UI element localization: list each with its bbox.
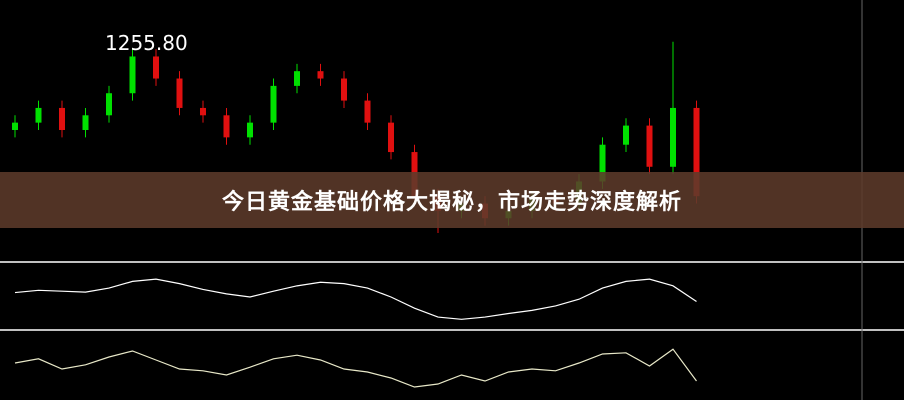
candle-body bbox=[59, 107, 65, 130]
candle-body bbox=[176, 78, 183, 108]
candle-body bbox=[200, 107, 206, 116]
candle-body bbox=[35, 107, 42, 123]
candle-body bbox=[388, 122, 394, 153]
candle-body bbox=[364, 100, 371, 123]
candle-body bbox=[317, 71, 324, 79]
candle-body bbox=[12, 122, 18, 130]
candle-body bbox=[646, 125, 653, 167]
candle-body bbox=[623, 125, 629, 145]
candle-body bbox=[82, 115, 89, 130]
candle-body bbox=[106, 93, 112, 116]
candle-body bbox=[341, 78, 347, 101]
indicator-line bbox=[14, 278, 697, 320]
candle-body bbox=[129, 56, 136, 94]
candle-body bbox=[223, 115, 230, 138]
candle-body bbox=[270, 85, 277, 123]
candle-body bbox=[247, 122, 253, 138]
annotation: 1255.80 bbox=[105, 31, 188, 55]
banner-title: 今日黄金基础价格大揭秘，市场走势深度解析 bbox=[0, 172, 904, 228]
candle-body bbox=[693, 107, 700, 197]
candle-body bbox=[670, 107, 676, 167]
candle-body bbox=[153, 56, 159, 79]
candle-body bbox=[599, 144, 606, 182]
candle-body bbox=[294, 71, 300, 86]
indicator-line bbox=[14, 348, 697, 388]
